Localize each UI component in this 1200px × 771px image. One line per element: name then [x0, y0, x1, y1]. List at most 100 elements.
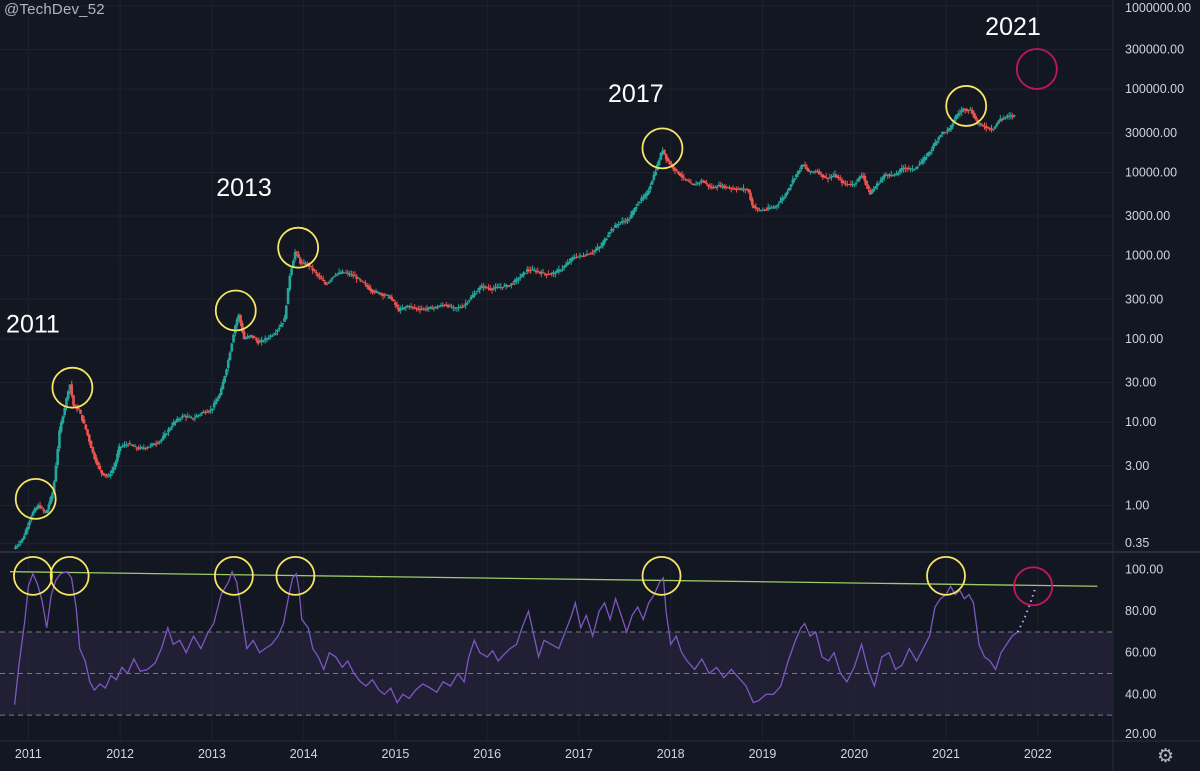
candle-body	[190, 417, 193, 419]
rsi-band-fill	[0, 631, 1112, 716]
candle-body	[867, 185, 870, 189]
candle-body	[707, 184, 710, 187]
candle-body	[249, 334, 253, 337]
candle-body	[601, 242, 605, 247]
candle-body	[733, 188, 737, 190]
candle-body	[988, 127, 992, 130]
candle-body	[59, 422, 63, 432]
candle-body	[860, 175, 863, 178]
candle-body	[455, 307, 459, 309]
candle-body	[269, 335, 272, 338]
year-annotation: 2021	[985, 13, 1041, 41]
candle-body	[471, 295, 475, 298]
candle-body	[445, 304, 448, 306]
candle-body	[768, 207, 772, 209]
candle-body	[949, 125, 953, 130]
candle-body	[889, 174, 893, 176]
candle-body	[689, 182, 693, 184]
candle-body	[622, 221, 626, 223]
candle-body	[650, 180, 654, 185]
candle-body	[270, 335, 274, 337]
candle-body	[158, 441, 161, 443]
rsi-highlight-circle	[49, 555, 90, 596]
candle-body	[840, 180, 844, 184]
candle-body	[1004, 117, 1007, 119]
candle-body	[350, 274, 353, 276]
candle-body	[977, 122, 981, 125]
candle-body	[773, 206, 777, 208]
candle-body	[671, 165, 675, 169]
candle-body	[958, 112, 962, 114]
candle-body	[487, 287, 490, 289]
price-tick-label: 300000.00	[1125, 43, 1184, 57]
candle-body	[379, 293, 383, 295]
candle-body	[214, 401, 218, 405]
candle-body	[654, 171, 657, 176]
candle-body	[668, 161, 671, 165]
candle-body	[492, 288, 496, 290]
candle-body	[123, 444, 126, 446]
candle-body	[172, 422, 176, 426]
candle-body	[914, 168, 918, 170]
candle-body	[334, 275, 337, 277]
price-tick-label: 1000000.00	[1125, 1, 1191, 15]
rsi-projection-line	[1016, 585, 1037, 633]
candle-body	[35, 507, 38, 511]
candle-body	[921, 159, 925, 163]
candle-body	[306, 263, 309, 265]
candle-body	[234, 325, 237, 334]
candle-body	[851, 183, 854, 185]
candle-body	[846, 183, 849, 185]
candle-body	[121, 445, 125, 447]
candle-body	[365, 285, 369, 287]
gear-icon[interactable]: ⚙	[1156, 746, 1174, 767]
candle-body	[353, 275, 357, 277]
candle-body	[693, 183, 696, 186]
candle-body	[993, 126, 997, 129]
candle-body	[195, 415, 198, 418]
candle-body	[620, 220, 624, 223]
candle-body	[916, 166, 919, 168]
candle-body	[262, 341, 265, 343]
candle-body	[402, 307, 406, 309]
candle-body	[230, 343, 234, 352]
candle-body	[893, 173, 897, 176]
candle-body	[38, 505, 42, 509]
candle-body	[61, 416, 65, 423]
candle-body	[281, 323, 285, 325]
price-tick-label: 0.35	[1125, 536, 1149, 550]
candle-body	[983, 125, 986, 128]
candle-body	[777, 203, 781, 205]
candle-body	[684, 178, 687, 180]
candle-body	[511, 283, 515, 285]
candle-body	[956, 113, 960, 116]
candle-body	[951, 123, 955, 127]
candle-body	[253, 337, 256, 339]
highlight-circle	[14, 477, 57, 520]
candle-body	[223, 375, 227, 383]
candle-body	[1007, 115, 1011, 117]
candle-body	[416, 308, 420, 310]
rsi-trendline	[9, 571, 1098, 587]
candle-body	[381, 293, 385, 296]
candle-body	[346, 272, 350, 274]
candle-body	[606, 235, 610, 238]
candle-body	[506, 285, 510, 287]
candle-body	[886, 174, 890, 176]
candle-body	[789, 184, 793, 187]
candle-body	[388, 296, 392, 299]
candle-body	[211, 408, 214, 411]
candle-body	[423, 308, 427, 310]
candle-body	[659, 152, 663, 160]
candle-body	[904, 167, 907, 169]
candle-body	[434, 306, 438, 308]
candle-body	[474, 293, 478, 295]
candle-body	[919, 162, 923, 165]
candle-body	[626, 219, 629, 221]
candle-body	[75, 406, 79, 410]
candle-body	[905, 167, 909, 169]
candle-body	[413, 307, 416, 309]
candle-body	[835, 175, 839, 179]
candle-body	[161, 436, 165, 440]
